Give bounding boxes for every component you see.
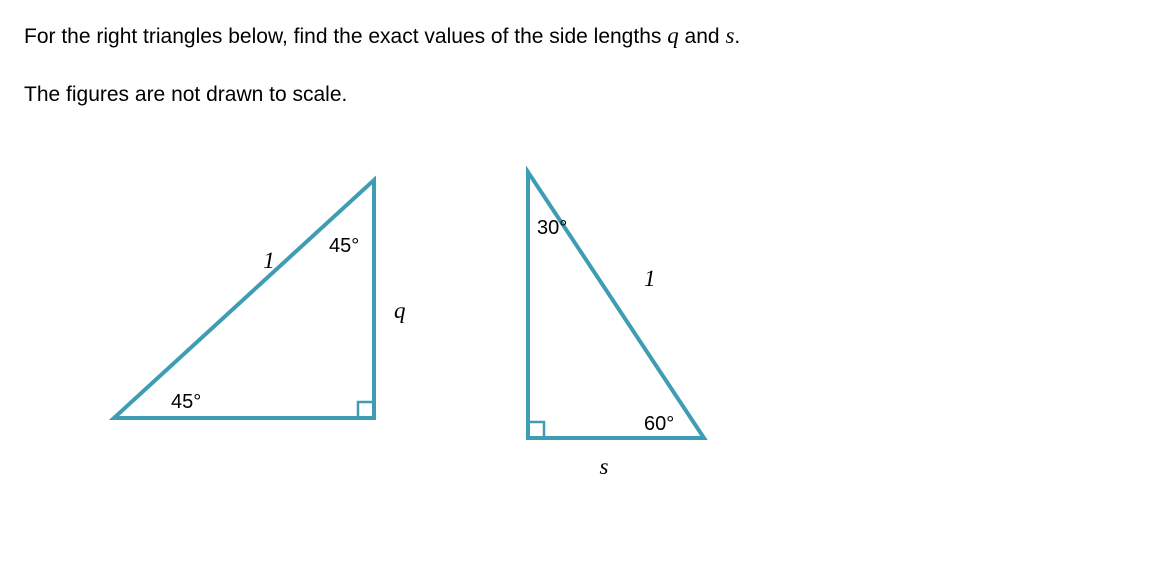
figures-row: 1 q 45° 45° 1 s 30° 60°: [94, 158, 1130, 488]
var-q: q: [667, 23, 679, 48]
triangle-2: 1 s 30° 60°: [504, 158, 764, 488]
angle-30-top: 30°: [537, 217, 567, 239]
prompt-line-2: The figures are not drawn to scale.: [24, 80, 1130, 109]
prompt-text-1c: .: [734, 25, 740, 48]
triangle-1-shape: [114, 180, 374, 418]
triangle-2-shape: [528, 172, 704, 438]
hypotenuse-label-2: 1: [644, 266, 656, 291]
side-s-label: s: [600, 454, 609, 479]
angle-60-bottom: 60°: [644, 413, 674, 435]
prompt-text-1b: and: [679, 25, 726, 48]
prompt-line-1: For the right triangles below, find the …: [24, 20, 1130, 52]
hypotenuse-label: 1: [263, 248, 275, 273]
angle-45-bottom: 45°: [171, 391, 201, 413]
side-q-label: q: [394, 298, 406, 323]
triangle-1: 1 q 45° 45°: [94, 158, 414, 448]
right-angle-icon: [358, 402, 374, 418]
right-angle-icon: [528, 422, 544, 438]
angle-45-top: 45°: [329, 235, 359, 257]
prompt-text-1a: For the right triangles below, find the …: [24, 25, 667, 48]
